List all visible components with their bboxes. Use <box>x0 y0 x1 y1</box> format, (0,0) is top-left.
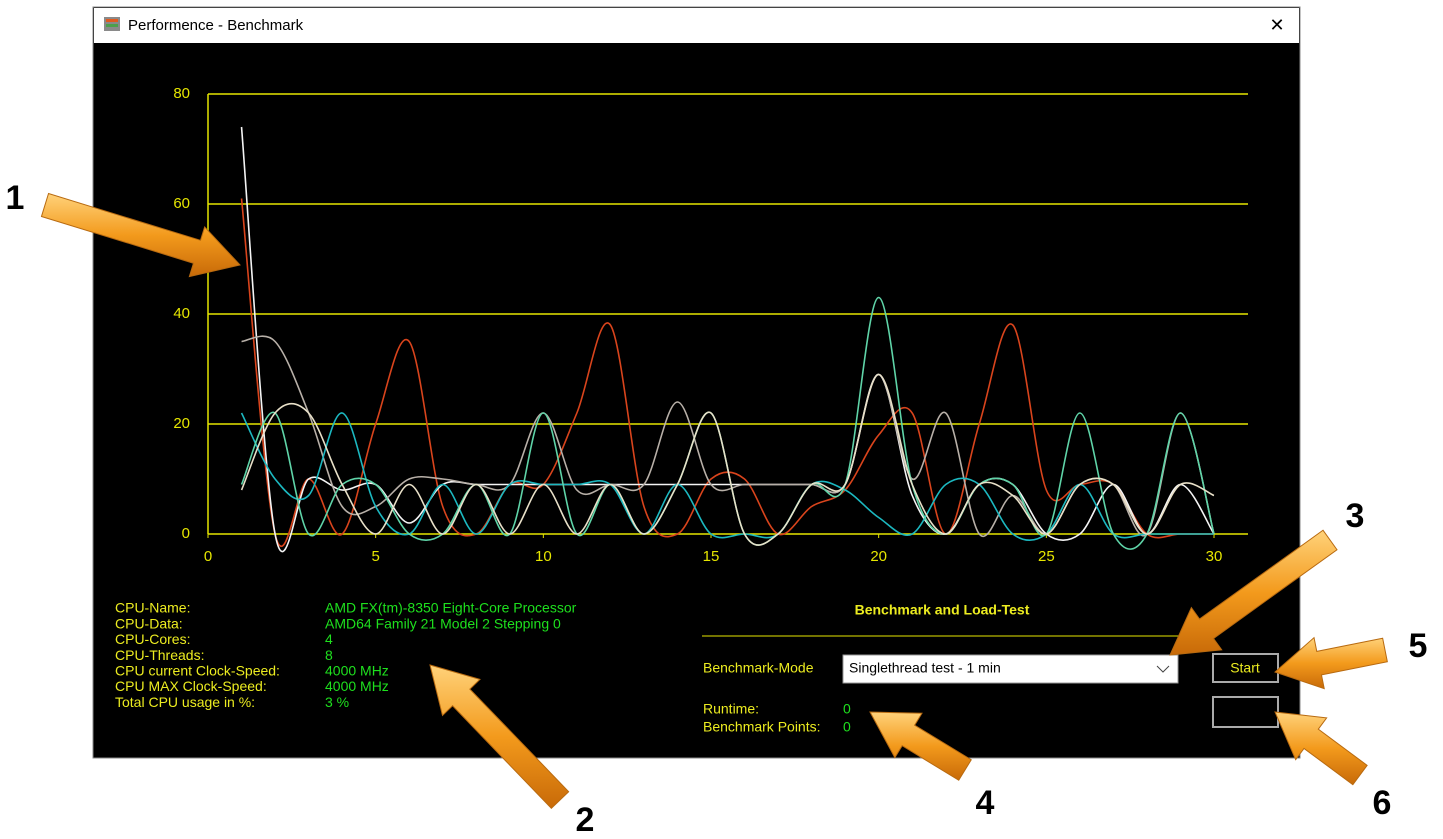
start-label[interactable]: Start <box>1230 660 1260 676</box>
dropdown-chevron[interactable] <box>1156 665 1170 673</box>
empty-box <box>1212 696 1279 728</box>
callout-number: 3 <box>1346 497 1365 535</box>
series-line <box>240 198 1214 547</box>
callout-arrow <box>40 192 241 278</box>
app-icon <box>104 17 120 31</box>
x-tick-label: 10 <box>535 548 552 565</box>
y-tick-label: 60 <box>173 195 190 212</box>
callout-number: 6 <box>1373 784 1392 822</box>
callout-number: 5 <box>1409 627 1428 665</box>
y-tick-label: 80 <box>173 85 190 102</box>
x-tick-label: 20 <box>870 548 887 565</box>
info-label: Total CPU usage in %: <box>115 694 255 710</box>
info-label: CPU-Threads: <box>115 647 204 663</box>
info-value: 3 % <box>325 694 349 710</box>
info-value: 4000 MHz <box>325 678 389 694</box>
y-tick-label: 0 <box>182 525 190 542</box>
close-button[interactable]: ✕ <box>1269 15 1284 35</box>
callout-arrow <box>1274 711 1368 786</box>
series-line <box>240 373 1215 546</box>
info-label: CPU current Clock-Speed: <box>115 663 280 679</box>
info-value: AMD FX(tm)-8350 Eight-Core Processor <box>325 600 577 616</box>
y-tick-label: 20 <box>173 415 190 432</box>
x-tick-label: 0 <box>204 548 212 565</box>
info-value: 4000 MHz <box>325 663 389 679</box>
window <box>92 6 1301 759</box>
benchmark-title: Benchmark and Load-Test <box>855 602 1030 618</box>
window-title: Performence - Benchmark <box>128 17 304 34</box>
callout-arrow <box>1274 636 1388 690</box>
info-label: CPU-Name: <box>115 600 190 616</box>
mode-value[interactable]: Singlethread test - 1 min <box>849 660 1001 676</box>
y-tick-label: 40 <box>173 305 190 322</box>
callout-number: 1 <box>6 179 25 217</box>
start-button[interactable] <box>1212 653 1279 683</box>
info-value: 8 <box>325 647 333 663</box>
info-label: CPU-Cores: <box>115 631 190 647</box>
info-value: 4 <box>325 631 333 647</box>
info-value: AMD64 Family 21 Model 2 Stepping 0 <box>325 615 561 631</box>
x-tick-label: 5 <box>371 548 379 565</box>
callout-arrow <box>869 711 972 781</box>
runtime-value: 0 <box>843 701 851 717</box>
points-value: 0 <box>843 719 851 735</box>
x-tick-label: 25 <box>1038 548 1055 565</box>
x-tick-label: 15 <box>703 548 720 565</box>
callout-number: 2 <box>576 801 595 839</box>
x-tick-label: 30 <box>1206 548 1223 565</box>
callout-arrow <box>429 664 570 810</box>
points-label: Benchmark Points: <box>703 719 821 735</box>
info-label: CPU-Data: <box>115 615 183 631</box>
title-bar <box>94 8 1299 43</box>
runtime-label: Runtime: <box>703 701 759 717</box>
info-label: CPU MAX Clock-Speed: <box>115 678 267 694</box>
mode-select[interactable] <box>842 654 1179 684</box>
mode-label: Benchmark-Mode <box>703 660 814 676</box>
callout-number: 4 <box>976 784 995 822</box>
callout-arrow <box>1169 529 1338 656</box>
